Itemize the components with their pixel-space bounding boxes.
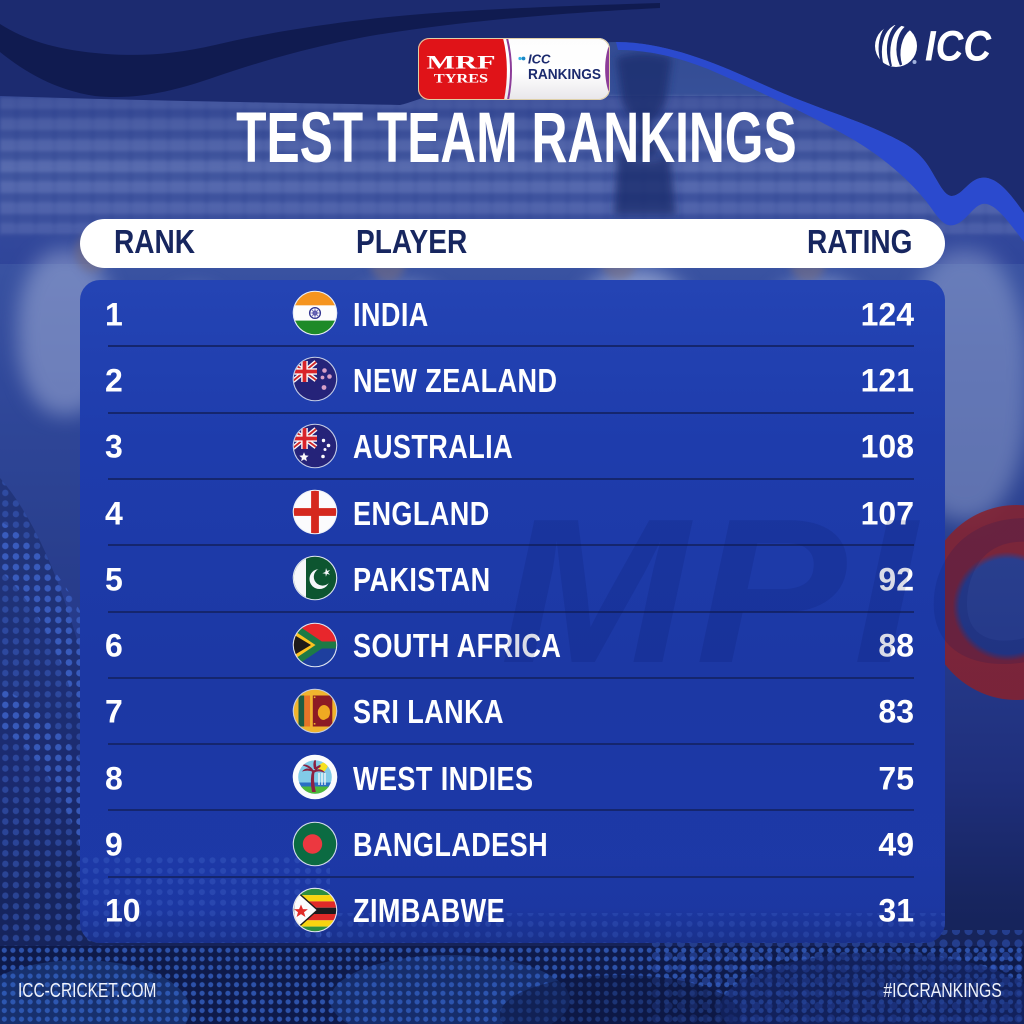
svg-text:TYRES: TYRES	[434, 72, 488, 86]
svg-text:RANKINGS: RANKINGS	[528, 66, 601, 83]
svg-text:ICC: ICC	[528, 52, 551, 67]
svg-text:MRF: MRF	[426, 52, 495, 73]
svg-text:ICC: ICC	[925, 24, 992, 71]
